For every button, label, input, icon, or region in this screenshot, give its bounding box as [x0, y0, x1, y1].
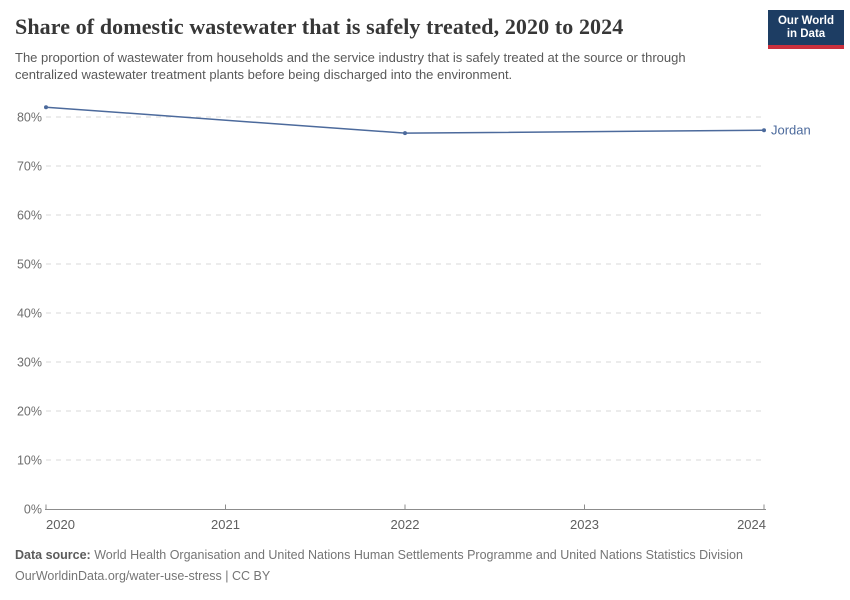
data-source-text: World Health Organisation and United Nat… — [94, 548, 743, 562]
data-point-marker — [403, 131, 407, 136]
owid-logo-line2: in Data — [786, 28, 826, 40]
x-tick-label: 2020 — [46, 517, 75, 532]
y-tick-label: 0% — [24, 503, 42, 517]
data-point-marker — [762, 128, 766, 133]
x-tick-label: 2022 — [391, 517, 420, 532]
data-source-line: Data source: World Health Organisation a… — [15, 548, 835, 563]
y-tick-label: 70% — [17, 160, 42, 174]
y-tick-label: 60% — [17, 209, 42, 223]
page-title: Share of domestic wastewater that is saf… — [15, 14, 624, 39]
y-tick-label: 80% — [17, 111, 42, 125]
x-tick-label: 2021 — [211, 517, 240, 532]
y-tick-label: 10% — [17, 454, 42, 468]
owid-logo-line1: Our World — [777, 15, 834, 27]
y-tick-label: 50% — [17, 258, 42, 272]
y-tick-label: 30% — [17, 356, 42, 370]
data-source-label: Data source: — [15, 548, 91, 562]
x-tick-label: 2023 — [570, 517, 599, 532]
data-point-marker — [44, 105, 48, 110]
chart-subtitle: The proportion of wastewater from househ… — [15, 50, 686, 82]
owid-url-link[interactable]: OurWorldinData.org/water-use-stress | CC… — [15, 569, 271, 583]
chart-header: Share of domestic wastewater that is saf… — [15, 14, 835, 83]
series-line — [45, 106, 765, 134]
owid-logo: Our World in Data — [768, 10, 844, 49]
y-tick-label: 40% — [17, 307, 42, 321]
x-tick-label: 2024 — [737, 517, 766, 532]
series-entity-label: Jordan — [771, 123, 811, 138]
y-tick-label: 20% — [17, 405, 42, 419]
chart-footer: Data source: World Health Organisation a… — [15, 548, 835, 584]
